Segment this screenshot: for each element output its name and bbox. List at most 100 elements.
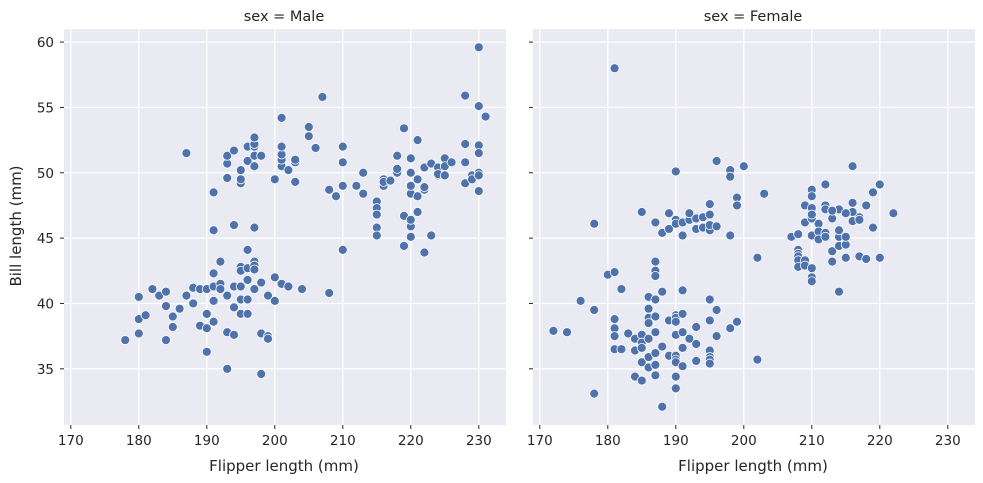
female-data-point <box>725 171 736 182</box>
male-data-point <box>235 174 246 185</box>
male-data-point <box>276 112 287 123</box>
male-data-point <box>337 157 348 168</box>
male-data-point <box>229 145 239 156</box>
female-x-tick-label: 230 <box>935 433 961 449</box>
male-data-point <box>412 174 423 185</box>
female-data-point <box>643 303 654 314</box>
female-data-point <box>677 342 688 353</box>
female-data-point <box>711 331 722 342</box>
female-data-point <box>664 224 674 234</box>
male-data-point <box>242 156 253 166</box>
panel-male-title: sex = Male <box>244 9 325 25</box>
male-data-point <box>337 180 348 191</box>
male-y-tick-label: 50 <box>37 166 54 182</box>
female-data-point <box>704 209 715 220</box>
female-data-point <box>806 209 817 220</box>
male-data-point <box>229 329 239 340</box>
female-data-point <box>677 285 688 296</box>
male-data-point <box>412 207 423 217</box>
male-data-point <box>399 123 409 134</box>
female-data-point <box>827 246 838 257</box>
female-data-point <box>636 342 647 353</box>
male-data-point <box>208 187 219 198</box>
female-plot-area <box>533 29 975 425</box>
male-data-point <box>201 309 212 319</box>
female-x-tick-label: 200 <box>731 433 757 449</box>
male-data-point <box>161 335 171 345</box>
male-x-tick-label: 170 <box>58 433 84 449</box>
male-y-tick-label: 55 <box>37 100 54 116</box>
female-data-point <box>609 314 620 325</box>
female-data-point <box>732 316 742 327</box>
female-x-tick-label: 170 <box>527 433 553 449</box>
female-data-point <box>888 208 899 219</box>
male-data-point <box>181 148 192 159</box>
female-x-tick-label: 190 <box>663 433 689 449</box>
female-data-point <box>725 323 736 334</box>
male-data-point <box>147 284 158 294</box>
female-data-point <box>657 341 668 352</box>
female-data-point <box>840 252 851 263</box>
female-data-point <box>650 311 661 322</box>
male-data-point <box>208 295 219 306</box>
male-data-point <box>337 141 348 152</box>
male-data-point <box>473 148 484 159</box>
female-data-point <box>650 348 661 359</box>
male-data-point <box>405 153 416 164</box>
male-data-point <box>242 244 253 255</box>
female-data-point <box>874 179 885 190</box>
female-data-point <box>562 327 572 338</box>
female-x-tick-label: 180 <box>595 433 621 449</box>
panel-male: 170 180 190 200 210 220 230 35 40 45 50 55 60 <box>37 29 506 449</box>
male-data-point <box>167 311 178 322</box>
female-data-point <box>861 254 872 264</box>
male-data-point <box>480 111 491 122</box>
male-data-point <box>181 290 192 301</box>
female-data-point <box>616 284 627 294</box>
female-data-point <box>861 200 872 211</box>
male-data-point <box>133 292 144 302</box>
male-data-point <box>310 143 321 153</box>
male-data-point <box>215 256 226 267</box>
male-data-point <box>473 42 484 53</box>
female-data-point <box>589 218 600 229</box>
female-data-point <box>691 356 702 366</box>
male-data-point <box>392 163 403 174</box>
female-data-point <box>738 161 749 172</box>
female-data-point <box>806 263 817 274</box>
male-data-point <box>399 241 409 251</box>
female-data-point <box>636 357 647 368</box>
male-data-point <box>419 182 430 193</box>
male-data-point <box>331 191 341 202</box>
female-data-point <box>650 256 661 267</box>
y-axis-title: Bill length (mm) <box>7 165 25 286</box>
male-data-point <box>133 328 144 339</box>
male-data-point <box>460 157 471 168</box>
female-data-point <box>711 305 722 315</box>
female-x-tick-label: 220 <box>867 433 893 449</box>
male-data-point <box>324 288 335 298</box>
male-x-axis-title: Flipper length (mm) <box>209 457 359 475</box>
male-data-point <box>324 184 335 195</box>
female-data-point <box>664 208 674 219</box>
male-data-point <box>460 139 471 149</box>
female-data-point <box>677 309 688 319</box>
male-data-point <box>263 290 273 301</box>
female-data-point <box>874 252 885 263</box>
male-data-point <box>140 310 151 321</box>
female-data-point <box>670 166 681 177</box>
female-data-point <box>704 358 715 369</box>
female-data-point <box>657 286 668 297</box>
female-data-point <box>650 294 661 305</box>
male-data-point <box>283 165 294 176</box>
female-data-point <box>670 316 681 327</box>
female-data-point <box>691 322 702 332</box>
male-data-point <box>222 363 233 374</box>
female-data-point <box>759 188 770 199</box>
female-data-point <box>616 344 627 355</box>
male-data-point <box>208 316 219 327</box>
female-data-point <box>677 327 688 338</box>
female-data-point <box>704 294 715 305</box>
female-data-point <box>650 370 661 381</box>
male-data-point <box>297 284 307 294</box>
